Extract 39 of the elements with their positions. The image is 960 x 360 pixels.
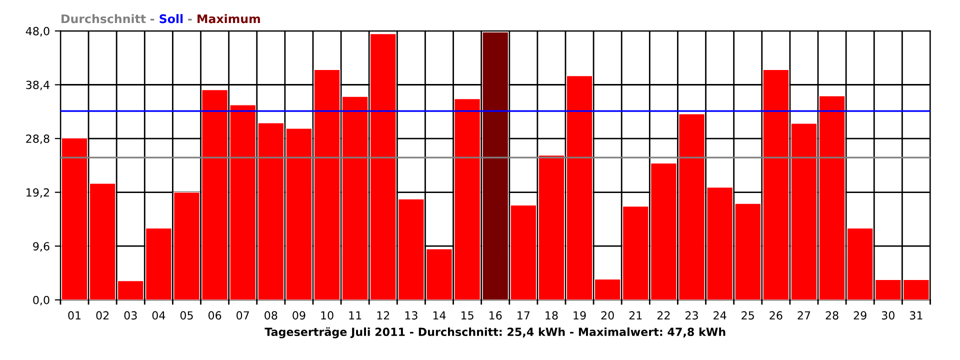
x-tick-label: 06 (208, 311, 222, 320)
x-tick-label: 13 (405, 311, 418, 320)
x-tick-label: 27 (798, 311, 810, 320)
y-tick-label: 9,6 (33, 242, 50, 252)
x-axis-title: Tageserträge Juli 2011 - Durchschnitt: 25,4 kWh - Maximalwert: 47,8 kWh (264, 327, 726, 338)
x-tick-label: 28 (826, 311, 838, 320)
x-tick-label: 22 (657, 311, 670, 320)
x-tick-label: 04 (152, 311, 166, 320)
x-tick-label: 19 (574, 311, 586, 320)
y-tick-label: 19,2 (26, 188, 49, 198)
x-tick-label: 17 (518, 311, 530, 320)
x-tick-label: 08 (264, 311, 278, 320)
y-tick-label: 0,0 (33, 296, 50, 306)
y-tick-label: 28,8 (26, 134, 50, 144)
x-tick-label: 29 (854, 311, 866, 320)
x-tick-label: 03 (124, 311, 137, 320)
x-tick-label: 10 (321, 311, 334, 320)
chart-title: Durchschnitt - Soll - Maximum (62, 14, 260, 24)
y-tick-label: 38,4 (26, 80, 50, 90)
x-tick-label: 30 (882, 311, 894, 320)
x-tick-label: 09 (292, 311, 306, 320)
x-tick-label: 21 (629, 311, 642, 320)
y-tick-label: 48,0 (26, 26, 50, 36)
x-tick-label: 16 (490, 311, 502, 320)
x-tick-label: 15 (461, 311, 474, 320)
x-tick-label: 24 (714, 311, 726, 320)
x-tick-label: 23 (686, 311, 698, 320)
x-tick-label: 11 (349, 311, 362, 320)
x-tick-label: 20 (601, 311, 614, 320)
x-tick-label: 01 (68, 311, 81, 320)
x-tick-label: 05 (180, 311, 193, 320)
x-tick-label: 18 (546, 311, 558, 320)
x-tick-label: 31 (910, 311, 922, 320)
x-tick-label: 25 (742, 311, 754, 320)
x-tick-label: 14 (433, 311, 446, 320)
x-tick-label: 07 (236, 311, 249, 320)
x-tick-label: 26 (770, 311, 782, 320)
x-tick-label: 12 (377, 311, 390, 320)
x-tick-label: 02 (96, 311, 109, 320)
